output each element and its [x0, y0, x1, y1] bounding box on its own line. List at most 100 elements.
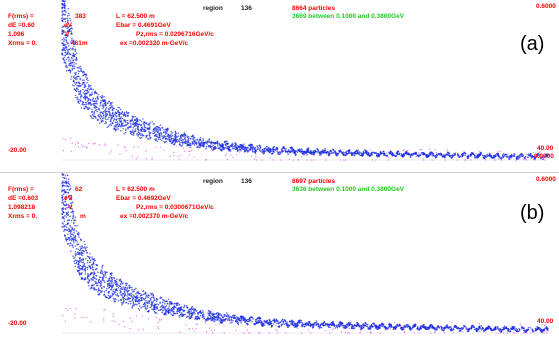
- particle-point: [81, 95, 83, 97]
- particle-point: [486, 327, 488, 329]
- particle-point: [117, 110, 119, 112]
- particle-point: [68, 60, 70, 62]
- particle-point: [225, 140, 227, 142]
- particle-point: [367, 324, 369, 326]
- particle-point: [73, 230, 75, 232]
- particle-point: [75, 49, 77, 51]
- particle-point: [224, 316, 226, 318]
- particle-point: [190, 311, 192, 313]
- particle-point: [82, 104, 84, 106]
- particle-point: [73, 76, 75, 78]
- particle-point: [91, 117, 93, 119]
- particle-point: [206, 146, 208, 148]
- particle-point: [339, 151, 341, 153]
- particle-point: [161, 140, 163, 142]
- particle-point: [366, 152, 368, 154]
- particle-point: [115, 116, 117, 118]
- particle-point: [174, 142, 176, 144]
- particle-point: [85, 273, 87, 275]
- particle-point: [434, 149, 435, 150]
- particle-point: [166, 301, 168, 303]
- particle-point: [74, 59, 76, 61]
- particle-point: [489, 152, 491, 154]
- particle-point: [101, 116, 103, 118]
- particle-point: [113, 125, 115, 127]
- particle-point: [95, 98, 97, 100]
- particle-point: [97, 98, 99, 100]
- particle-point: [480, 153, 482, 155]
- particle-point: [380, 153, 382, 155]
- particle-point: [195, 145, 196, 146]
- particle-point: [511, 157, 512, 158]
- particle-point: [62, 33, 64, 35]
- particle-point: [516, 330, 518, 332]
- particle-point: [163, 129, 165, 131]
- particle-point: [184, 138, 186, 140]
- particle-point: [269, 152, 271, 154]
- particle-point: [68, 64, 70, 66]
- particle-point: [208, 318, 210, 320]
- particle-point: [173, 155, 174, 156]
- particle-point: [149, 138, 151, 140]
- particle-point: [87, 88, 89, 90]
- particle-point: [526, 154, 527, 155]
- panel-a: F(rms) = 383 dE =0.60 eV 1.096 V Xrms = …: [0, 0, 559, 172]
- particle-point: [67, 220, 69, 222]
- particle-point: [422, 154, 423, 155]
- particle-point: [348, 153, 350, 155]
- particle-point: [132, 120, 134, 122]
- particle-point: [170, 133, 172, 135]
- particle-point: [81, 278, 83, 280]
- particle-point: [141, 131, 143, 133]
- particle-point: [105, 115, 107, 117]
- particle-point: [105, 119, 107, 121]
- particle-point: [174, 303, 176, 305]
- particle-point: [122, 122, 124, 124]
- particle-point: [138, 308, 140, 310]
- particle-point: [122, 286, 124, 288]
- particle-point: [411, 328, 413, 330]
- particle-point: [232, 144, 234, 146]
- particle-point: [280, 152, 282, 154]
- particle-point: [282, 319, 284, 321]
- particle-point: [207, 319, 209, 321]
- particle-point: [351, 154, 353, 156]
- particle-point: [76, 248, 78, 250]
- particle-point: [111, 117, 113, 119]
- particle-point: [185, 137, 187, 139]
- particle-point: [88, 84, 90, 86]
- particle-point: [125, 298, 127, 300]
- particle-point: [78, 266, 80, 268]
- particle-point: [137, 127, 139, 128]
- particle-point: [202, 140, 204, 142]
- particle-point: [176, 311, 178, 313]
- particle-point: [74, 82, 76, 84]
- particle-point: [274, 149, 276, 151]
- particle-point: [103, 280, 105, 282]
- particle-point: [148, 311, 150, 313]
- particle-point: [177, 156, 178, 157]
- particle-point: [141, 127, 143, 129]
- particle-point: [85, 97, 87, 99]
- particle-point: [91, 109, 93, 111]
- particle-point: [132, 117, 134, 119]
- particle-point: [146, 123, 148, 125]
- particle-point: [205, 148, 207, 150]
- particle-point: [79, 91, 81, 93]
- particle-point: [256, 159, 257, 160]
- particle-point: [122, 302, 124, 304]
- particle-point: [136, 301, 138, 303]
- particle-point: [175, 134, 177, 136]
- particle-point: [245, 321, 247, 323]
- particle-point: [212, 145, 214, 147]
- particle-point: [243, 143, 245, 145]
- particle-point: [171, 310, 173, 312]
- particle-point: [165, 132, 167, 134]
- particle-point: [470, 154, 472, 156]
- particle-point: [77, 264, 79, 266]
- particle-point: [61, 43, 63, 45]
- particle-point: [92, 100, 94, 102]
- particle-point: [528, 154, 529, 155]
- particle-point: [129, 300, 131, 302]
- particle-point: [336, 152, 337, 153]
